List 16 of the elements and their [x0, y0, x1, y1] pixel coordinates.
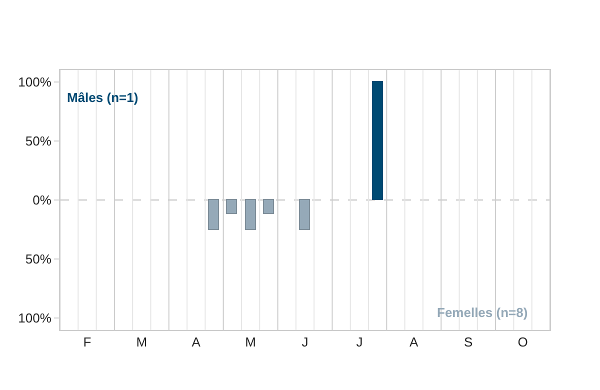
- x-tick-label: A: [192, 334, 201, 350]
- y-tick-label: 100%: [18, 310, 52, 326]
- x-tick-label: J: [302, 334, 308, 350]
- x-tick-label: J: [356, 334, 363, 350]
- y-tick-label: 100%: [18, 74, 52, 90]
- y-tick-label: 50%: [25, 133, 52, 148]
- y-tick-label: 0%: [32, 192, 52, 208]
- text: Mâles (n=1): [67, 90, 138, 105]
- x-tick-label: F: [83, 334, 92, 350]
- x-tick-label: S: [464, 334, 473, 350]
- x-tick-label: M: [245, 334, 256, 350]
- x-tick-label: O: [518, 334, 528, 350]
- x-tick-label: M: [136, 334, 148, 350]
- text: Femelles (n=8): [437, 305, 528, 320]
- x-tick-label: A: [410, 334, 419, 350]
- y-tick-label: 50%: [25, 252, 52, 267]
